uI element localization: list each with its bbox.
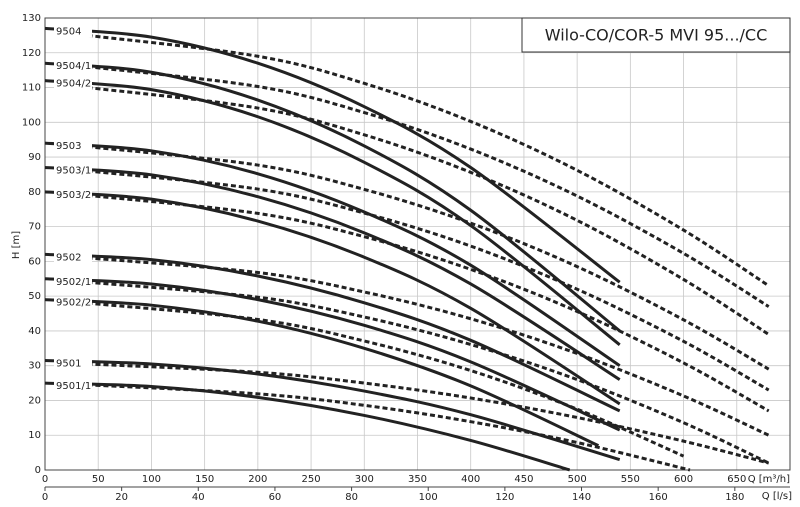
x-tick-label: 150	[195, 474, 214, 485]
x-tick-label: 50	[92, 474, 105, 485]
series-label: 9504/2	[56, 79, 91, 90]
x-tick-label: 300	[355, 474, 374, 485]
pump-curve-dashed	[87, 145, 770, 371]
label-background	[54, 164, 92, 177]
labels: 9504 9504/1 9504/2 9503 9503/1 9503/2 9502 9502…	[54, 25, 92, 393]
x-tick-label: 650	[727, 474, 746, 485]
series-label: 9503/2	[56, 190, 91, 201]
x2-tick-label: 0	[42, 492, 48, 503]
series-label: 9504	[56, 26, 81, 37]
x-tick-label: 600	[674, 474, 693, 485]
x-tick-label: 350	[408, 474, 427, 485]
curves	[44, 26, 770, 472]
title-box	[521, 17, 791, 53]
y-tick-label: 80	[28, 187, 41, 198]
series-label: 9502/1	[56, 277, 91, 288]
label-background	[54, 77, 92, 90]
label-background	[54, 140, 92, 153]
label-background	[54, 357, 92, 370]
pump-curve-dashed	[87, 86, 770, 336]
y-tick-label: 20	[28, 395, 41, 406]
y-tick-label: 30	[28, 361, 41, 372]
x2-tick-label: 100	[419, 492, 438, 503]
series-label: 9503	[56, 141, 81, 152]
y-axis-label: H [m]	[11, 231, 22, 259]
series-label: 9502/2	[56, 298, 91, 309]
y-tick-label: 90	[28, 152, 41, 163]
y-tick-label: 60	[28, 256, 41, 267]
x-tick-label: 400	[461, 474, 480, 485]
label-background	[54, 275, 92, 288]
series-label: 9501	[56, 358, 81, 369]
x2-tick-label: 120	[495, 492, 514, 503]
pump-curve-dashed	[87, 65, 770, 308]
x-tick-label: 450	[514, 474, 533, 485]
x2-tick-label: 40	[192, 492, 205, 503]
y-tick-label: 110	[22, 83, 41, 94]
pump-curve-dashed	[87, 193, 770, 413]
y-tick-label: 100	[22, 117, 41, 128]
plot-frame	[44, 17, 791, 471]
label-background	[54, 60, 92, 73]
pump-curve	[44, 190, 621, 406]
pump-curve	[44, 26, 621, 284]
x2-tick-label: 180	[725, 492, 744, 503]
x2-tick-label: 140	[572, 492, 591, 503]
series-label: 9503/1	[56, 166, 91, 177]
x-tick-label: 0	[42, 474, 48, 485]
pump-curve-dashed	[87, 33, 770, 287]
x2-tick-label: 60	[269, 492, 282, 503]
x-tick-label: 100	[142, 474, 161, 485]
series-label: 9502	[56, 252, 81, 263]
x2-tick-label: 20	[115, 492, 128, 503]
x-tick-label: 550	[621, 474, 640, 485]
pump-curve-dashed	[87, 280, 770, 465]
pump-curve	[44, 79, 621, 347]
x-tick-label: 250	[302, 474, 321, 485]
label-background	[54, 188, 92, 201]
pump-curve	[44, 277, 621, 432]
pump-curve	[44, 141, 621, 367]
y-tick-label: 120	[22, 48, 41, 59]
label-background	[54, 380, 92, 393]
pump-curve-dashed	[87, 256, 770, 437]
x2-tick-label: 80	[345, 492, 358, 503]
y-tick-label: 0	[35, 465, 41, 476]
pump-curve-dashed	[87, 301, 685, 458]
label-background	[54, 296, 92, 309]
y-tick-label: 70	[28, 222, 41, 233]
pump-curve	[44, 358, 621, 462]
x-tick-label: 500	[568, 474, 587, 485]
pump-curve-dashed	[87, 169, 770, 392]
chart-title: Wilo-CO/COR-5 MVI 95.../CC	[545, 26, 768, 45]
x-axis-label: Q [m³/h]	[748, 474, 790, 485]
pump-curve	[44, 252, 621, 413]
pump-curve	[44, 298, 600, 448]
label-background	[54, 25, 92, 38]
y-tick-label: 10	[28, 430, 41, 441]
x2-tick-label: 160	[649, 492, 668, 503]
series-label: 9501/1	[56, 381, 91, 392]
pump-curve-dashed	[87, 383, 691, 472]
pump-curve	[44, 166, 621, 381]
y-tick-label: 50	[28, 291, 41, 302]
label-background	[54, 251, 92, 264]
y-tick-label: 40	[28, 326, 41, 337]
series-label: 9504/1	[56, 61, 91, 72]
x-tick-label: 200	[248, 474, 267, 485]
y-tick-label: 130	[22, 13, 41, 24]
x2-axis-label: Q [l/s]	[762, 491, 792, 502]
